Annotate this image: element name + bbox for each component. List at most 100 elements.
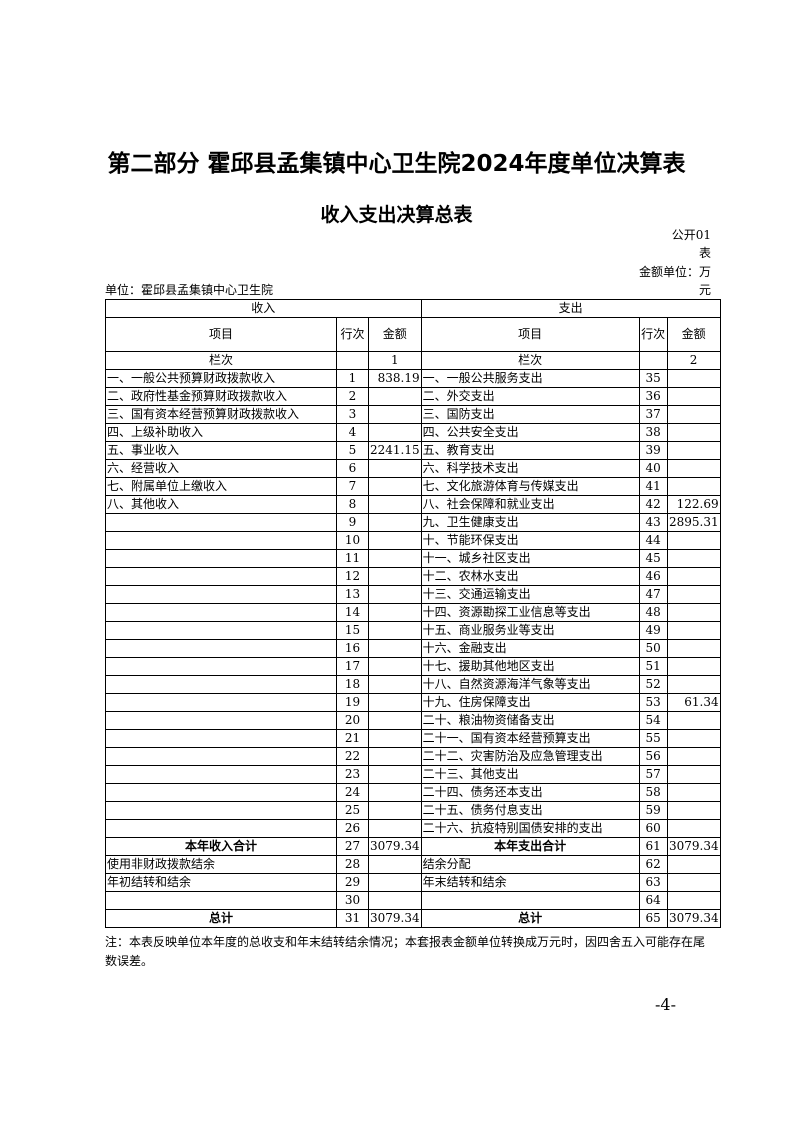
- expense-line: 51: [638, 657, 668, 676]
- income-amount: 838.19: [368, 369, 422, 388]
- expense-item: 十六、金融支出: [420, 639, 640, 658]
- table-row: 17 十七、援助其他地区支出 51: [105, 657, 721, 676]
- expense-amount: [666, 405, 721, 424]
- summary-table: 收入 支出 项目 行次 金额 项目 行次 金额 栏次 1 栏次 2 一、一般公共预算财政拨款收入 1…: [105, 299, 721, 928]
- income-item: 七、附属单位上缴收入: [105, 477, 337, 496]
- table-code-line1: 公开01: [671, 228, 711, 242]
- expense-amount: [666, 603, 721, 622]
- expense-line: 53: [638, 693, 668, 712]
- income-line: 12: [336, 567, 369, 586]
- income-item: [105, 765, 337, 784]
- table-row: 18 十八、自然资源海洋气象等支出 52: [105, 675, 721, 694]
- table-row: 11 十一、城乡社区支出 45: [105, 549, 721, 568]
- income-item: 三、国有资本经营预算财政拨款收入: [105, 405, 337, 424]
- table-row: 年初结转和结余 29 年末结转和结余 63: [105, 873, 721, 892]
- table-row: 12 十二、农林水支出 46: [105, 567, 721, 586]
- table-row: 20 二十、粮油物资储备支出 54: [105, 711, 721, 730]
- income-amount: [368, 549, 422, 568]
- expense-line: 42: [638, 495, 668, 514]
- table-code-line2: 表: [698, 246, 711, 260]
- income-amount: [368, 639, 422, 658]
- expense-amount: [666, 423, 721, 442]
- income-header: 收入: [105, 299, 422, 318]
- expense-line: 36: [638, 387, 668, 406]
- expense-line: 60: [638, 819, 668, 838]
- income-item: [105, 783, 337, 802]
- header-row-1: 收入 支出: [105, 299, 721, 318]
- table-row: 30 64: [105, 891, 721, 910]
- income-amount: [368, 531, 422, 550]
- table-row: 13 十三、交通运输支出 47: [105, 585, 721, 604]
- income-amount: [368, 585, 422, 604]
- expense-amount: 3079.34: [666, 909, 721, 928]
- table-row: 八、其他收入 8 八、社会保障和就业支出 42 122.69: [105, 495, 721, 514]
- income-item: [105, 639, 337, 658]
- expense-amount: [666, 639, 721, 658]
- footnote: 注：本表反映单位本年度的总收支和年末结转结余情况；本套报表金额单位转换成万元时，…: [105, 935, 706, 968]
- expense-amount: [666, 675, 721, 694]
- expense-item: 四、公共安全支出: [420, 423, 640, 442]
- income-item: [105, 513, 337, 532]
- expense-line: 44: [638, 531, 668, 550]
- table-row: 一、一般公共预算财政拨款收入 1 838.19 一、一般公共服务支出 35: [105, 369, 721, 388]
- expense-item: 九、卫生健康支出: [420, 513, 640, 532]
- income-line: 3: [336, 405, 369, 424]
- income-amount: [368, 603, 422, 622]
- income-item: 本年收入合计: [105, 837, 337, 856]
- expense-amount: [666, 729, 721, 748]
- col-income-index: 1: [368, 351, 422, 370]
- income-amount: [368, 693, 422, 712]
- expense-item: 十七、援助其他地区支出: [420, 657, 640, 676]
- expense-line: 41: [638, 477, 668, 496]
- expense-line: 50: [638, 639, 668, 658]
- table-row: 26 二十六、抗疫特别国债安排的支出 60: [105, 819, 721, 838]
- expense-item: 十八、自然资源海洋气象等支出: [420, 675, 640, 694]
- expense-item: 十三、交通运输支出: [420, 585, 640, 604]
- expense-item: 二十、粮油物资储备支出: [420, 711, 640, 730]
- expense-amount: 122.69: [666, 495, 721, 514]
- income-line: 10: [336, 531, 369, 550]
- expense-line: 55: [638, 729, 668, 748]
- expense-item: 五、教育支出: [420, 441, 640, 460]
- expense-amount: [666, 567, 721, 586]
- expense-amount: [666, 765, 721, 784]
- income-amount: 2241.15: [368, 441, 422, 460]
- income-item: 六、经营收入: [105, 459, 337, 478]
- income-line: 20: [336, 711, 369, 730]
- income-amount: [368, 819, 422, 838]
- expense-amount: [666, 549, 721, 568]
- income-item: 八、其他收入: [105, 495, 337, 514]
- expense-item: 十二、农林水支出: [420, 567, 640, 586]
- expense-amount: [666, 477, 721, 496]
- income-line: 24: [336, 783, 369, 802]
- income-line: 28: [336, 855, 369, 874]
- income-line: 9: [336, 513, 369, 532]
- income-line: 6: [336, 459, 369, 478]
- expense-item: 十四、资源勘探工业信息等支出: [420, 603, 640, 622]
- income-amount: [368, 477, 422, 496]
- unit-label-line2: 元: [698, 283, 711, 297]
- table-row: 使用非财政拨款结余 28 结余分配 62: [105, 855, 721, 874]
- expense-line: 63: [638, 873, 668, 892]
- income-line: 29: [336, 873, 369, 892]
- income-line: 16: [336, 639, 369, 658]
- income-item: 一、一般公共预算财政拨款收入: [105, 369, 337, 388]
- income-item: [105, 657, 337, 676]
- table-row: 总计 31 3079.34 总计 65 3079.34: [105, 909, 721, 928]
- expense-item: 二十四、债务还本支出: [420, 783, 640, 802]
- table-code: 公开01 表: [611, 226, 711, 262]
- income-line: 23: [336, 765, 369, 784]
- income-item: [105, 711, 337, 730]
- header-row-2: 项目 行次 金额 项目 行次 金额: [105, 317, 721, 352]
- expense-item: 本年支出合计: [420, 837, 640, 856]
- income-line: 11: [336, 549, 369, 568]
- expense-line: 40: [638, 459, 668, 478]
- income-item: [105, 747, 337, 766]
- expense-amount: [666, 531, 721, 550]
- table-row: 22 二十二、灾害防治及应急管理支出 56: [105, 747, 721, 766]
- income-amount: [368, 765, 422, 784]
- table-row: 六、经营收入 6 六、科学技术支出 40: [105, 459, 721, 478]
- expense-amount: [666, 459, 721, 478]
- expense-line: 46: [638, 567, 668, 586]
